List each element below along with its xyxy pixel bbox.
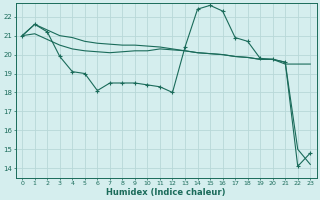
X-axis label: Humidex (Indice chaleur): Humidex (Indice chaleur): [107, 188, 226, 197]
